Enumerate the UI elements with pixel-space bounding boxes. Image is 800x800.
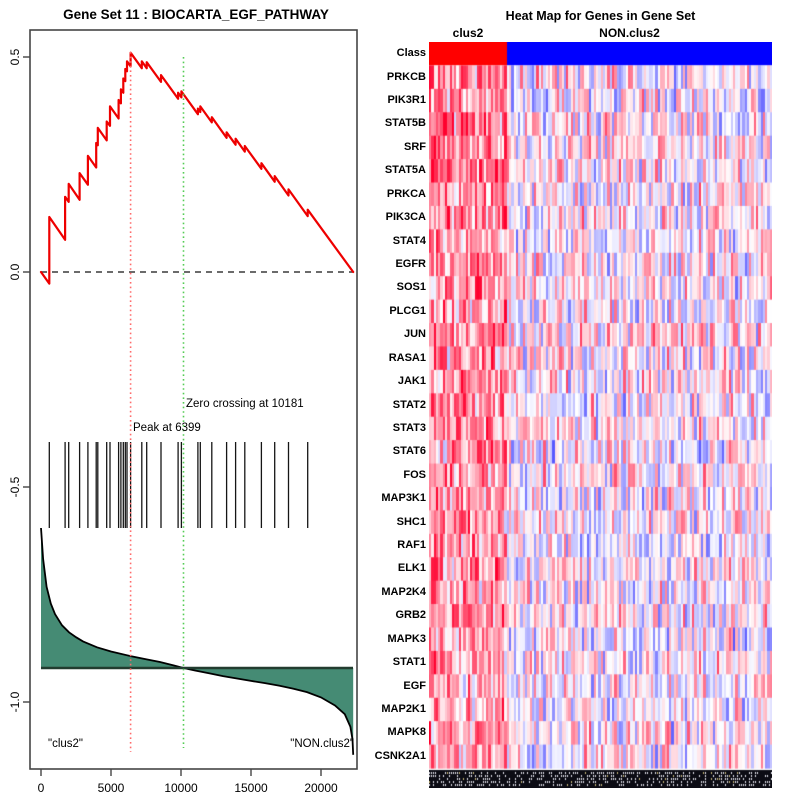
group-label-non-clus2: NON.clus2	[599, 26, 660, 40]
gene-label: MAP2K1	[381, 702, 426, 715]
heatmap-canvas	[429, 42, 772, 788]
y-tick-label: 0.0	[8, 263, 22, 280]
zero-cross-annotation: Zero crossing at 10181	[186, 398, 304, 410]
heatmap-row-labels: Class PRKCB PIK3R1 STAT5B SRF STAT5A PRKCA PIK3…	[320, 0, 426, 800]
heatmap-title: Heat Map for Genes in Gene Set	[505, 9, 696, 23]
gene-label: JUN	[403, 328, 426, 341]
gene-label: FOS	[403, 468, 426, 481]
gene-label: JAK1	[397, 375, 426, 388]
gene-label: PIK3R1	[387, 94, 426, 107]
right-class-label: "NON.clus2"	[290, 738, 354, 750]
gene-label: PLCG1	[389, 304, 426, 317]
gsea-panel: Gene Set 11 : BIOCARTA_EGF_PATHWAY 0.5 0…	[8, 7, 358, 795]
gene-label: EGFR	[395, 257, 426, 270]
gene-label: STAT1	[392, 656, 426, 669]
x-tick-label: 20000	[304, 781, 338, 795]
left-class-label: "clus2"	[48, 738, 83, 750]
y-axis: 0.5 0.0 -0.5 -1.0	[8, 48, 30, 712]
gene-label: MAP3K1	[381, 492, 426, 505]
gene-hit-ticks	[48, 442, 309, 528]
gene-label: CSNK2A1	[374, 749, 426, 762]
gene-label: GRB2	[395, 609, 426, 622]
gene-label: STAT5A	[384, 164, 426, 177]
y-tick-label: -1.0	[8, 691, 22, 712]
gene-label: MAPK3	[387, 632, 426, 645]
gene-label: SOS1	[396, 281, 426, 294]
plot-border	[29, 29, 358, 770]
x-tick-label: 10000	[164, 781, 198, 795]
peak-annotation: Peak at 6399	[133, 422, 201, 434]
gene-label: MAPK8	[387, 726, 426, 739]
y-tick-label: -0.5	[8, 476, 22, 497]
gene-label: RASA1	[388, 351, 426, 364]
class-row-label: Class	[396, 47, 426, 60]
ranked-metric-area	[40, 527, 355, 755]
y-tick-label: 0.5	[8, 48, 22, 65]
x-tick-label: 0	[38, 781, 45, 795]
group-label-clus2: clus2	[452, 26, 484, 40]
x-tick-label: 15000	[234, 781, 268, 795]
gene-label: PRKCA	[386, 187, 426, 200]
gene-label: RAF1	[397, 539, 426, 552]
gene-label: SHC1	[396, 515, 426, 528]
gene-label: ELK1	[397, 562, 426, 575]
gsea-title: Gene Set 11 : BIOCARTA_EGF_PATHWAY	[63, 7, 329, 22]
x-axis: 0 5000 10000 15000 20000	[38, 769, 338, 795]
es-curve	[39, 51, 355, 285]
gene-label: STAT3	[392, 421, 426, 434]
gene-label: PRKCB	[386, 70, 426, 83]
gene-label: STAT5B	[384, 117, 426, 130]
gene-label: STAT6	[392, 445, 426, 458]
gene-label: STAT2	[392, 398, 426, 411]
gene-label: PIK3CA	[385, 211, 426, 224]
gene-label: EGF	[403, 679, 426, 692]
gene-label: MAP2K4	[381, 585, 426, 598]
gene-label: STAT4	[392, 234, 426, 247]
gene-label: SRF	[404, 140, 426, 153]
x-tick-label: 5000	[98, 781, 125, 795]
